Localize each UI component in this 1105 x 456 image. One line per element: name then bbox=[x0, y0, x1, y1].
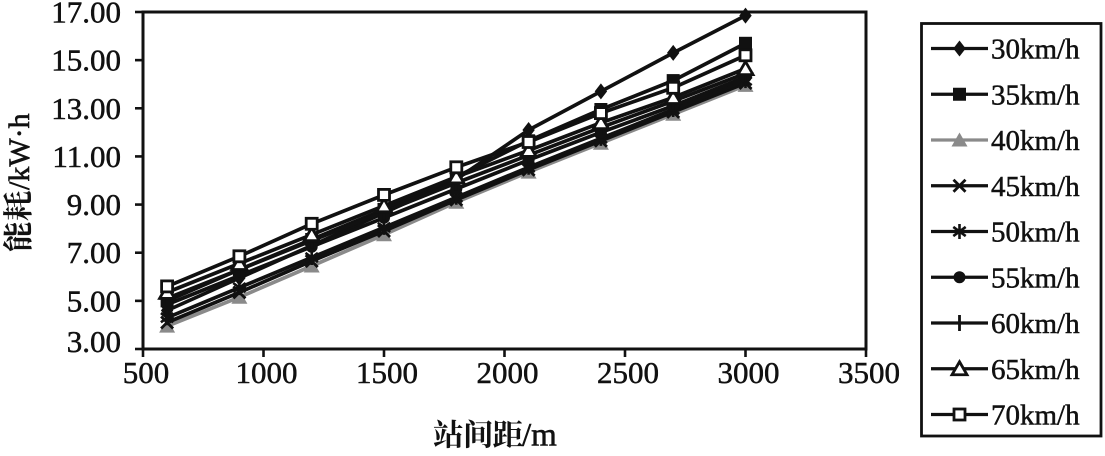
svg-text:13.00: 13.00 bbox=[51, 91, 121, 126]
svg-text:65km/h: 65km/h bbox=[991, 354, 1080, 386]
svg-text:11.00: 11.00 bbox=[52, 139, 121, 174]
svg-text:7.00: 7.00 bbox=[67, 235, 121, 270]
svg-text:3000: 3000 bbox=[718, 355, 780, 390]
svg-text:35km/h: 35km/h bbox=[991, 79, 1080, 111]
svg-text:1000: 1000 bbox=[236, 355, 298, 390]
svg-text:5.00: 5.00 bbox=[67, 283, 121, 318]
svg-text:15.00: 15.00 bbox=[51, 43, 121, 78]
svg-text:1500: 1500 bbox=[356, 355, 418, 390]
svg-text:3.00: 3.00 bbox=[67, 324, 121, 359]
svg-text:/kW·h: /kW·h bbox=[3, 113, 36, 190]
svg-text:50km/h: 50km/h bbox=[991, 217, 1080, 249]
svg-text:2000: 2000 bbox=[477, 355, 539, 390]
svg-text:40km/h: 40km/h bbox=[991, 125, 1080, 157]
svg-text:500: 500 bbox=[123, 355, 170, 390]
svg-text:17.00: 17.00 bbox=[51, 0, 121, 30]
svg-text:/m: /m bbox=[522, 418, 557, 452]
svg-text:3500: 3500 bbox=[838, 355, 900, 390]
svg-text:70km/h: 70km/h bbox=[991, 400, 1080, 432]
svg-text:45km/h: 45km/h bbox=[991, 171, 1080, 203]
svg-text:60km/h: 60km/h bbox=[991, 308, 1080, 340]
svg-text:9.00: 9.00 bbox=[67, 187, 121, 222]
svg-text:55km/h: 55km/h bbox=[991, 262, 1080, 294]
svg-text:2500: 2500 bbox=[597, 355, 659, 390]
svg-text:30km/h: 30km/h bbox=[991, 34, 1080, 66]
